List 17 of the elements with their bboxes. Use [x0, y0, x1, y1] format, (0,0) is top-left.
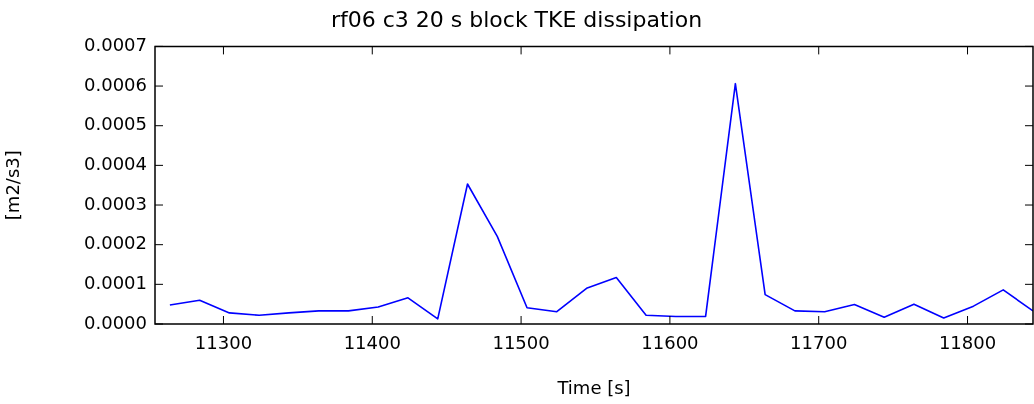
x-tick-label: 11800 — [938, 332, 997, 354]
x-axis-title: Time [s] — [556, 376, 631, 398]
x-tick-label: 11600 — [641, 332, 699, 354]
y-tick-label: 0.0004 — [84, 153, 147, 175]
y-tick-label: 0.0007 — [84, 34, 147, 56]
y-axis-title: [m2/s3] — [2, 150, 24, 221]
y-tick-label: 0.0002 — [84, 232, 147, 254]
y-tick-label: 0.0003 — [84, 192, 147, 214]
y-tick-label: 0.0005 — [84, 113, 147, 135]
y-tick-label: 0.0006 — [84, 73, 147, 95]
x-tick-label: 11500 — [492, 332, 550, 354]
x-tick-label: 11400 — [343, 332, 401, 354]
y-tick-label: 0.0001 — [84, 272, 147, 294]
x-tick-label: 11700 — [790, 332, 848, 354]
y-tick-label: 0.0000 — [84, 311, 147, 333]
x-tick-label: 11300 — [194, 332, 253, 354]
chart-title: rf06 c3 20 s block TKE dissipation — [330, 6, 703, 32]
